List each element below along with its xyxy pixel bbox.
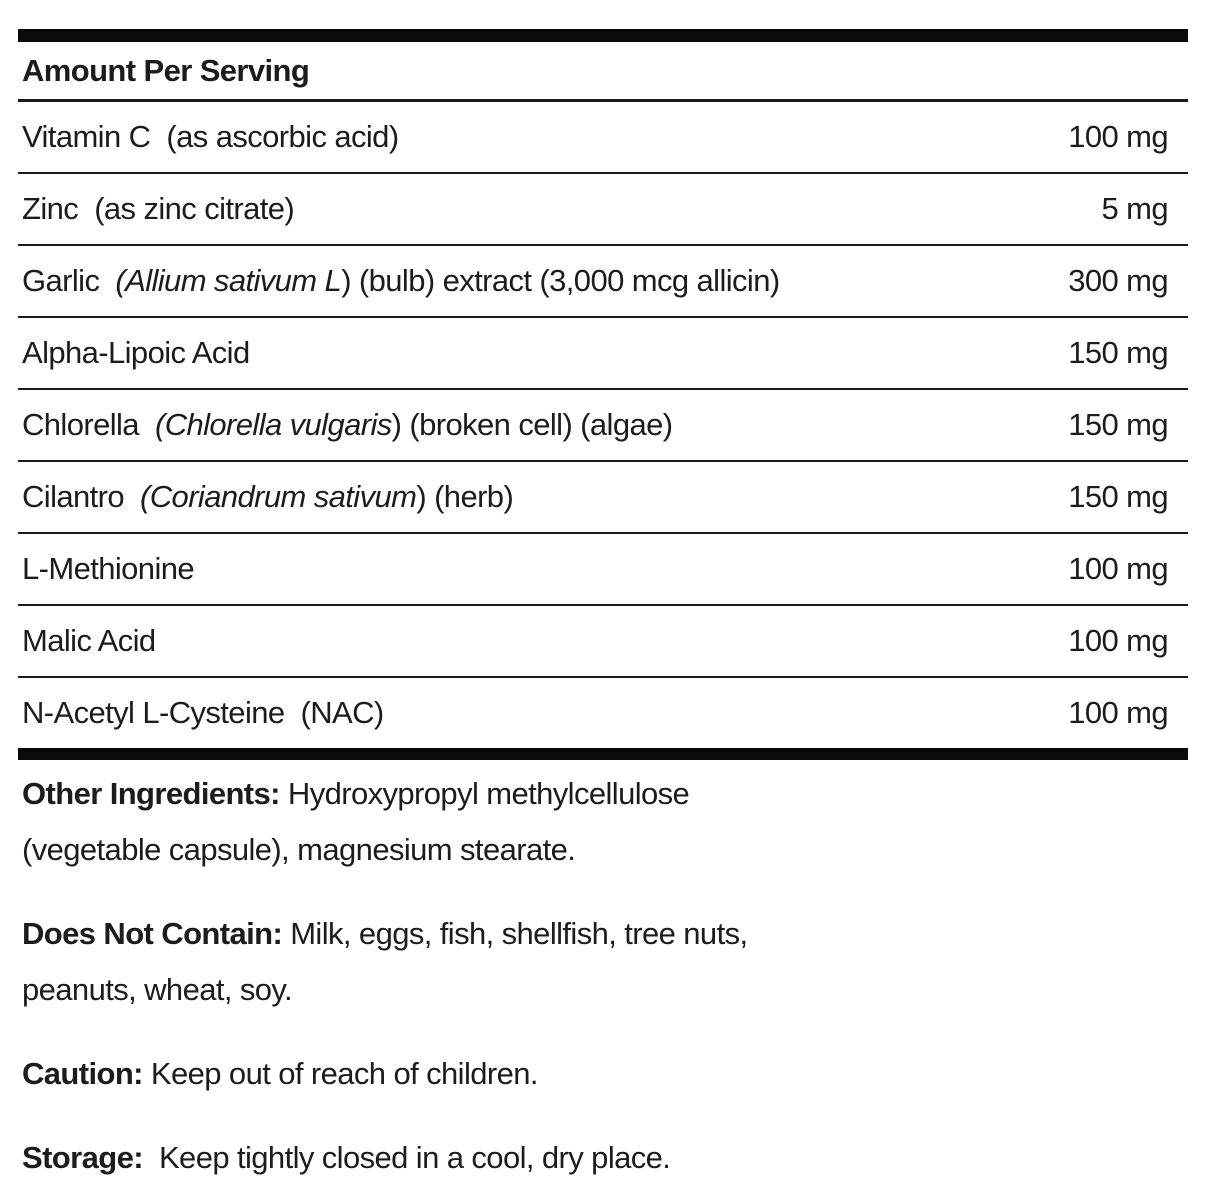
ingredient-table: Vitamin C (as ascorbic acid) 100 mg Zinc (… [18, 102, 1188, 748]
other-ingredients-label: Other Ingredients: [22, 776, 281, 811]
ingredient-amount: 150 mg [1068, 479, 1168, 514]
ingredient-name-text: Alpha-Lipoic Acid [22, 335, 250, 370]
ingredient-name: Garlic (Allium sativum L) (bulb) extract… [22, 263, 780, 299]
ingredient-name: Vitamin C (as ascorbic acid) [22, 119, 399, 155]
bottom-divider-bar [18, 748, 1188, 760]
ingredient-row: Cilantro (Coriandrum sativum) (herb) 150 … [18, 462, 1188, 534]
ingredient-name-text: Cilantro [22, 479, 141, 514]
ingredient-name: L-Methionine [22, 551, 195, 587]
ingredient-row: Alpha-Lipoic Acid 150 mg [18, 318, 1188, 390]
other-ingredients-text: (vegetable capsule), magnesium stearate. [22, 832, 576, 867]
ingredient-row: Vitamin C (as ascorbic acid) 100 mg [18, 102, 1188, 174]
ingredient-name-text: ) (bulb) extract (3,000 mcg allicin) [341, 263, 780, 298]
does-not-contain-paragraph: Does Not Contain: Milk, eggs, fish, shel… [22, 906, 1184, 1018]
top-divider-bar [18, 29, 1188, 42]
amount-per-serving-header: Amount Per Serving [18, 42, 1188, 102]
ingredient-name-text: Vitamin C (as ascorbic acid) [22, 119, 399, 154]
does-not-contain-text: Milk, eggs, fish, shellfish, tree nuts, [282, 916, 748, 951]
storage-label: Storage: [22, 1140, 144, 1175]
ingredient-name: Alpha-Lipoic Acid [22, 335, 250, 371]
ingredient-latin-name: (Allium sativum L [115, 263, 342, 298]
ingredient-name: Malic Acid [22, 623, 156, 659]
ingredient-name: Chlorella (Chlorella vulgaris) (broken c… [22, 407, 673, 443]
ingredient-amount: 100 mg [1068, 623, 1168, 658]
ingredient-row: L-Methionine 100 mg [18, 534, 1188, 606]
ingredient-name: Cilantro (Coriandrum sativum) (herb) [22, 479, 514, 515]
does-not-contain-text: peanuts, wheat, soy. [22, 972, 293, 1007]
other-ingredients-paragraph: Other Ingredients: Hydroxypropyl methylc… [22, 766, 1184, 878]
does-not-contain-label: Does Not Contain: [22, 916, 283, 951]
ingredient-amount: 300 mg [1068, 263, 1168, 298]
ingredient-amount: 150 mg [1068, 335, 1168, 370]
ingredient-latin-name: (Chlorella vulgaris [154, 407, 392, 442]
supplement-facts-panel: Amount Per Serving Vitamin C (as ascorbi… [18, 29, 1188, 1186]
ingredient-row: Chlorella (Chlorella vulgaris) (broken c… [18, 390, 1188, 462]
ingredient-name-text: Chlorella [22, 407, 155, 442]
ingredient-name-text: ) (broken cell) (algae) [391, 407, 673, 442]
ingredient-amount: 150 mg [1068, 407, 1168, 442]
ingredient-name: Zinc (as zinc citrate) [22, 191, 295, 227]
ingredient-name-text: Zinc (as zinc citrate) [22, 191, 295, 226]
caution-paragraph: Caution: Keep out of reach of children. [22, 1046, 1184, 1102]
ingredient-latin-name: (Coriandrum sativum [140, 479, 417, 514]
ingredient-row: Garlic (Allium sativum L) (bulb) extract… [18, 246, 1188, 318]
caution-label: Caution: [22, 1056, 144, 1091]
ingredient-row: Zinc (as zinc citrate) 5 mg [18, 174, 1188, 246]
ingredient-name-text: Malic Acid [22, 623, 156, 658]
ingredient-row: N-Acetyl L-Cysteine (NAC) 100 mg [18, 678, 1188, 748]
ingredient-amount: 100 mg [1068, 551, 1168, 586]
other-ingredients-text: Hydroxypropyl methylcellulose [279, 776, 690, 811]
ingredient-amount: 100 mg [1068, 695, 1168, 730]
ingredient-amount: 5 mg [1101, 191, 1168, 226]
ingredient-name: N-Acetyl L-Cysteine (NAC) [22, 695, 384, 731]
info-paragraphs: Other Ingredients: Hydroxypropyl methylc… [18, 760, 1188, 1186]
ingredient-row: Malic Acid 100 mg [18, 606, 1188, 678]
storage-paragraph: Storage: Keep tightly closed in a cool, … [22, 1130, 1184, 1186]
storage-text: Keep tightly closed in a cool, dry place… [142, 1140, 671, 1175]
ingredient-name-text: L-Methionine [22, 551, 195, 586]
ingredient-amount: 100 mg [1068, 119, 1168, 154]
ingredient-name-text: Garlic [22, 263, 116, 298]
caution-text: Keep out of reach of children. [142, 1056, 539, 1091]
ingredient-name-text: ) (herb) [416, 479, 514, 514]
ingredient-name-text: N-Acetyl L-Cysteine (NAC) [22, 695, 384, 730]
